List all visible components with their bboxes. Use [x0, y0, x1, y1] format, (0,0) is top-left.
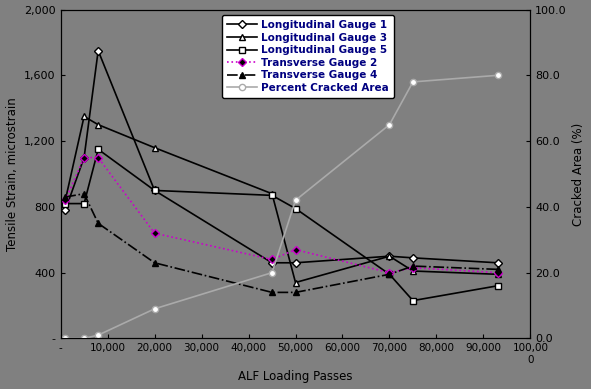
Transverse Gauge 2 [95, 155, 102, 160]
Transverse Gauge 4 [386, 272, 393, 277]
Transverse Gauge 4 [494, 267, 501, 272]
Longitudinal Gauge 1 [292, 261, 299, 265]
Transverse Gauge 4 [268, 290, 275, 295]
Longitudinal Gauge 5 [151, 188, 158, 193]
Longitudinal Gauge 1 [268, 261, 275, 265]
Longitudinal Gauge 3 [268, 191, 275, 196]
Transverse Gauge 4 [80, 191, 87, 196]
Line: Percent Cracked Area: Percent Cracked Area [62, 72, 501, 342]
Line: Longitudinal Gauge 3: Longitudinal Gauge 3 [62, 113, 501, 286]
Percent Cracked Area [80, 336, 87, 341]
Transverse Gauge 4 [61, 194, 69, 199]
Longitudinal Gauge 3 [494, 272, 501, 277]
Longitudinal Gauge 5 [494, 284, 501, 288]
Longitudinal Gauge 1 [410, 256, 417, 260]
Longitudinal Gauge 5 [268, 193, 275, 198]
Longitudinal Gauge 3 [80, 114, 87, 119]
Longitudinal Gauge 3 [95, 122, 102, 127]
Percent Cracked Area [494, 73, 501, 78]
Line: Transverse Gauge 4: Transverse Gauge 4 [62, 191, 501, 296]
Longitudinal Gauge 1 [80, 155, 87, 160]
Transverse Gauge 4 [151, 261, 158, 265]
Transverse Gauge 2 [268, 257, 275, 262]
Transverse Gauge 2 [151, 231, 158, 235]
Transverse Gauge 2 [61, 198, 69, 203]
Percent Cracked Area [61, 336, 69, 341]
Longitudinal Gauge 5 [292, 206, 299, 211]
Longitudinal Gauge 3 [386, 254, 393, 259]
X-axis label: ALF Loading Passes: ALF Loading Passes [238, 370, 353, 384]
Longitudinal Gauge 3 [61, 198, 69, 203]
Percent Cracked Area [151, 307, 158, 311]
Percent Cracked Area [386, 122, 393, 127]
Longitudinal Gauge 3 [151, 145, 158, 150]
Transverse Gauge 2 [386, 270, 393, 275]
Transverse Gauge 2 [494, 270, 501, 275]
Longitudinal Gauge 5 [80, 201, 87, 206]
Longitudinal Gauge 5 [410, 298, 417, 303]
Line: Longitudinal Gauge 1: Longitudinal Gauge 1 [62, 47, 501, 266]
Legend: Longitudinal Gauge 1, Longitudinal Gauge 3, Longitudinal Gauge 5, Transverse Gau: Longitudinal Gauge 1, Longitudinal Gauge… [222, 15, 394, 98]
Longitudinal Gauge 3 [292, 280, 299, 285]
Percent Cracked Area [95, 333, 102, 338]
Longitudinal Gauge 1 [95, 48, 102, 53]
Longitudinal Gauge 3 [410, 269, 417, 273]
Transverse Gauge 4 [410, 264, 417, 268]
Line: Transverse Gauge 2: Transverse Gauge 2 [62, 154, 501, 276]
Percent Cracked Area [268, 270, 275, 275]
Transverse Gauge 4 [292, 290, 299, 295]
Transverse Gauge 2 [80, 155, 87, 160]
Longitudinal Gauge 1 [386, 254, 393, 259]
Longitudinal Gauge 1 [494, 261, 501, 265]
Percent Cracked Area [410, 80, 417, 84]
Longitudinal Gauge 5 [386, 272, 393, 277]
Transverse Gauge 2 [410, 265, 417, 270]
Longitudinal Gauge 5 [95, 147, 102, 152]
Longitudinal Gauge 1 [151, 188, 158, 193]
Y-axis label: Cracked Area (%): Cracked Area (%) [573, 123, 586, 226]
Line: Longitudinal Gauge 5: Longitudinal Gauge 5 [62, 146, 501, 304]
Percent Cracked Area [292, 198, 299, 203]
Transverse Gauge 2 [292, 247, 299, 252]
Longitudinal Gauge 1 [61, 208, 69, 212]
Transverse Gauge 4 [95, 221, 102, 226]
Y-axis label: Tensile Strain, microstrain: Tensile Strain, microstrain [5, 97, 18, 251]
Longitudinal Gauge 5 [61, 201, 69, 206]
